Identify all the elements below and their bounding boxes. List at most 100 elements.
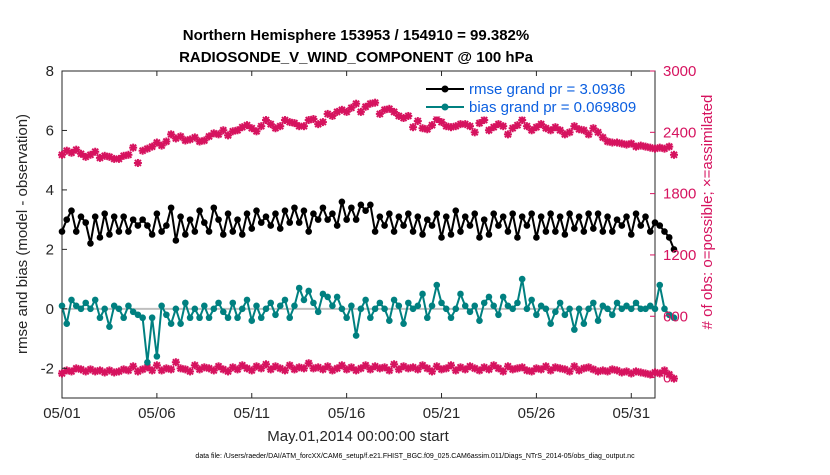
rmse-point [115, 228, 123, 235]
bias-point [101, 305, 108, 313]
bias-point [594, 317, 602, 325]
bias-point [566, 305, 573, 313]
obs_assimilated-point [371, 98, 380, 107]
rmse-point [243, 210, 251, 217]
bias-point [300, 296, 308, 304]
bias-point [106, 323, 113, 330]
rmse-point [106, 231, 113, 238]
obs_assimilated-point [129, 143, 138, 152]
rmse-point [428, 222, 436, 229]
bias-point [452, 305, 460, 313]
obs_assimilated-point [409, 123, 418, 132]
bias-point [139, 314, 146, 322]
rmse-point [656, 222, 664, 229]
bias-point [400, 320, 407, 327]
bias-point [267, 299, 275, 307]
bias-point [191, 305, 199, 313]
bias-point [665, 311, 673, 319]
rmse-point [495, 222, 502, 229]
rmse-point [390, 228, 398, 235]
rmse-point [490, 210, 498, 217]
rmse-point [291, 204, 298, 212]
bias-point [414, 302, 422, 310]
bias-point [295, 284, 303, 292]
legend-marker-bias [441, 103, 449, 111]
obs_assimilated-point [67, 148, 76, 157]
obs_possible-point [489, 361, 498, 370]
rmse-point [405, 210, 412, 217]
legend-box [421, 79, 649, 117]
bias-point [72, 302, 80, 310]
bias-point [281, 296, 289, 304]
bias-point [590, 299, 597, 307]
bias-point [153, 353, 161, 360]
y-left-tick-label: 8 [46, 63, 54, 80]
bias-point [646, 302, 654, 310]
rmse-point [257, 219, 265, 226]
bias-point [461, 302, 469, 310]
obs_assimilated-point [133, 158, 142, 167]
legend-label-rmse: rmse grand pr = 3.0936 [469, 81, 625, 98]
y-axis-label-left: rmse and bias (model - observation) [14, 114, 31, 354]
rmse-point [632, 210, 640, 217]
obs_possible-point [447, 361, 456, 370]
rmse-point [352, 216, 360, 223]
obs_assimilated-point [470, 128, 479, 137]
obs_assimilated-point [299, 122, 308, 131]
bias-point [58, 302, 66, 310]
bias-point [381, 305, 388, 313]
rmse-point [319, 204, 327, 212]
obs_assimilated-point [527, 126, 536, 135]
rmse-point [447, 231, 455, 238]
rmse-point [623, 213, 630, 220]
bias-point [68, 296, 75, 304]
obs_possible-point [214, 362, 223, 371]
bias-point [514, 299, 521, 307]
bias-point [376, 299, 384, 307]
bias-point [609, 311, 616, 319]
obs_assimilated-point [162, 137, 171, 146]
bias-point [623, 302, 630, 310]
obs_possible-point [233, 365, 242, 374]
obs_assimilated-point [499, 122, 508, 131]
rmse-point [329, 210, 336, 217]
rmse-point [248, 225, 256, 232]
rmse-point [537, 213, 545, 220]
obs_assimilated-point [276, 122, 285, 131]
bias-point [390, 296, 398, 304]
obs_possible-point [380, 363, 389, 372]
rmse-point [371, 228, 379, 235]
obs_possible-point [186, 367, 195, 376]
bias-point [262, 305, 270, 313]
rmse-point [348, 204, 355, 212]
x-tick-label: 05/26 [518, 405, 556, 422]
bias-point [243, 296, 251, 304]
x-tick-label: 05/31 [613, 405, 651, 422]
bias-point [333, 293, 341, 301]
rmse-point [499, 213, 507, 220]
bias-point [480, 299, 488, 307]
obs_possible-point [356, 364, 365, 373]
rmse-point [575, 213, 583, 220]
legend-label-bias: bias grand pr = 0.069809 [469, 99, 636, 116]
y-left-tick-label: 2 [46, 241, 54, 258]
obs_assimilated-point [404, 111, 413, 120]
obs_possible-point [323, 362, 332, 371]
rmse-point [167, 204, 175, 212]
rmse-point [286, 219, 294, 226]
chart-title-line-2: RADIOSONDE_V_WIND_COMPONENT @ 100 hPa [179, 49, 534, 66]
bias-point [96, 314, 104, 322]
bias-point [324, 293, 331, 301]
bias-point [537, 302, 545, 310]
obs_assimilated-point [233, 126, 242, 135]
rmse-point [433, 210, 441, 217]
x-tick-label: 05/01 [43, 405, 81, 422]
bias-point [205, 314, 213, 322]
rmse-point [87, 240, 94, 247]
data-file-footer: data file: /Users/raeder/DAI/ATM_forcXX/… [195, 453, 635, 460]
rmse-point [665, 234, 673, 241]
obs_assimilated-point [266, 120, 275, 129]
bias-point [556, 299, 564, 307]
bias-point [518, 275, 526, 283]
rmse-point [101, 210, 108, 217]
